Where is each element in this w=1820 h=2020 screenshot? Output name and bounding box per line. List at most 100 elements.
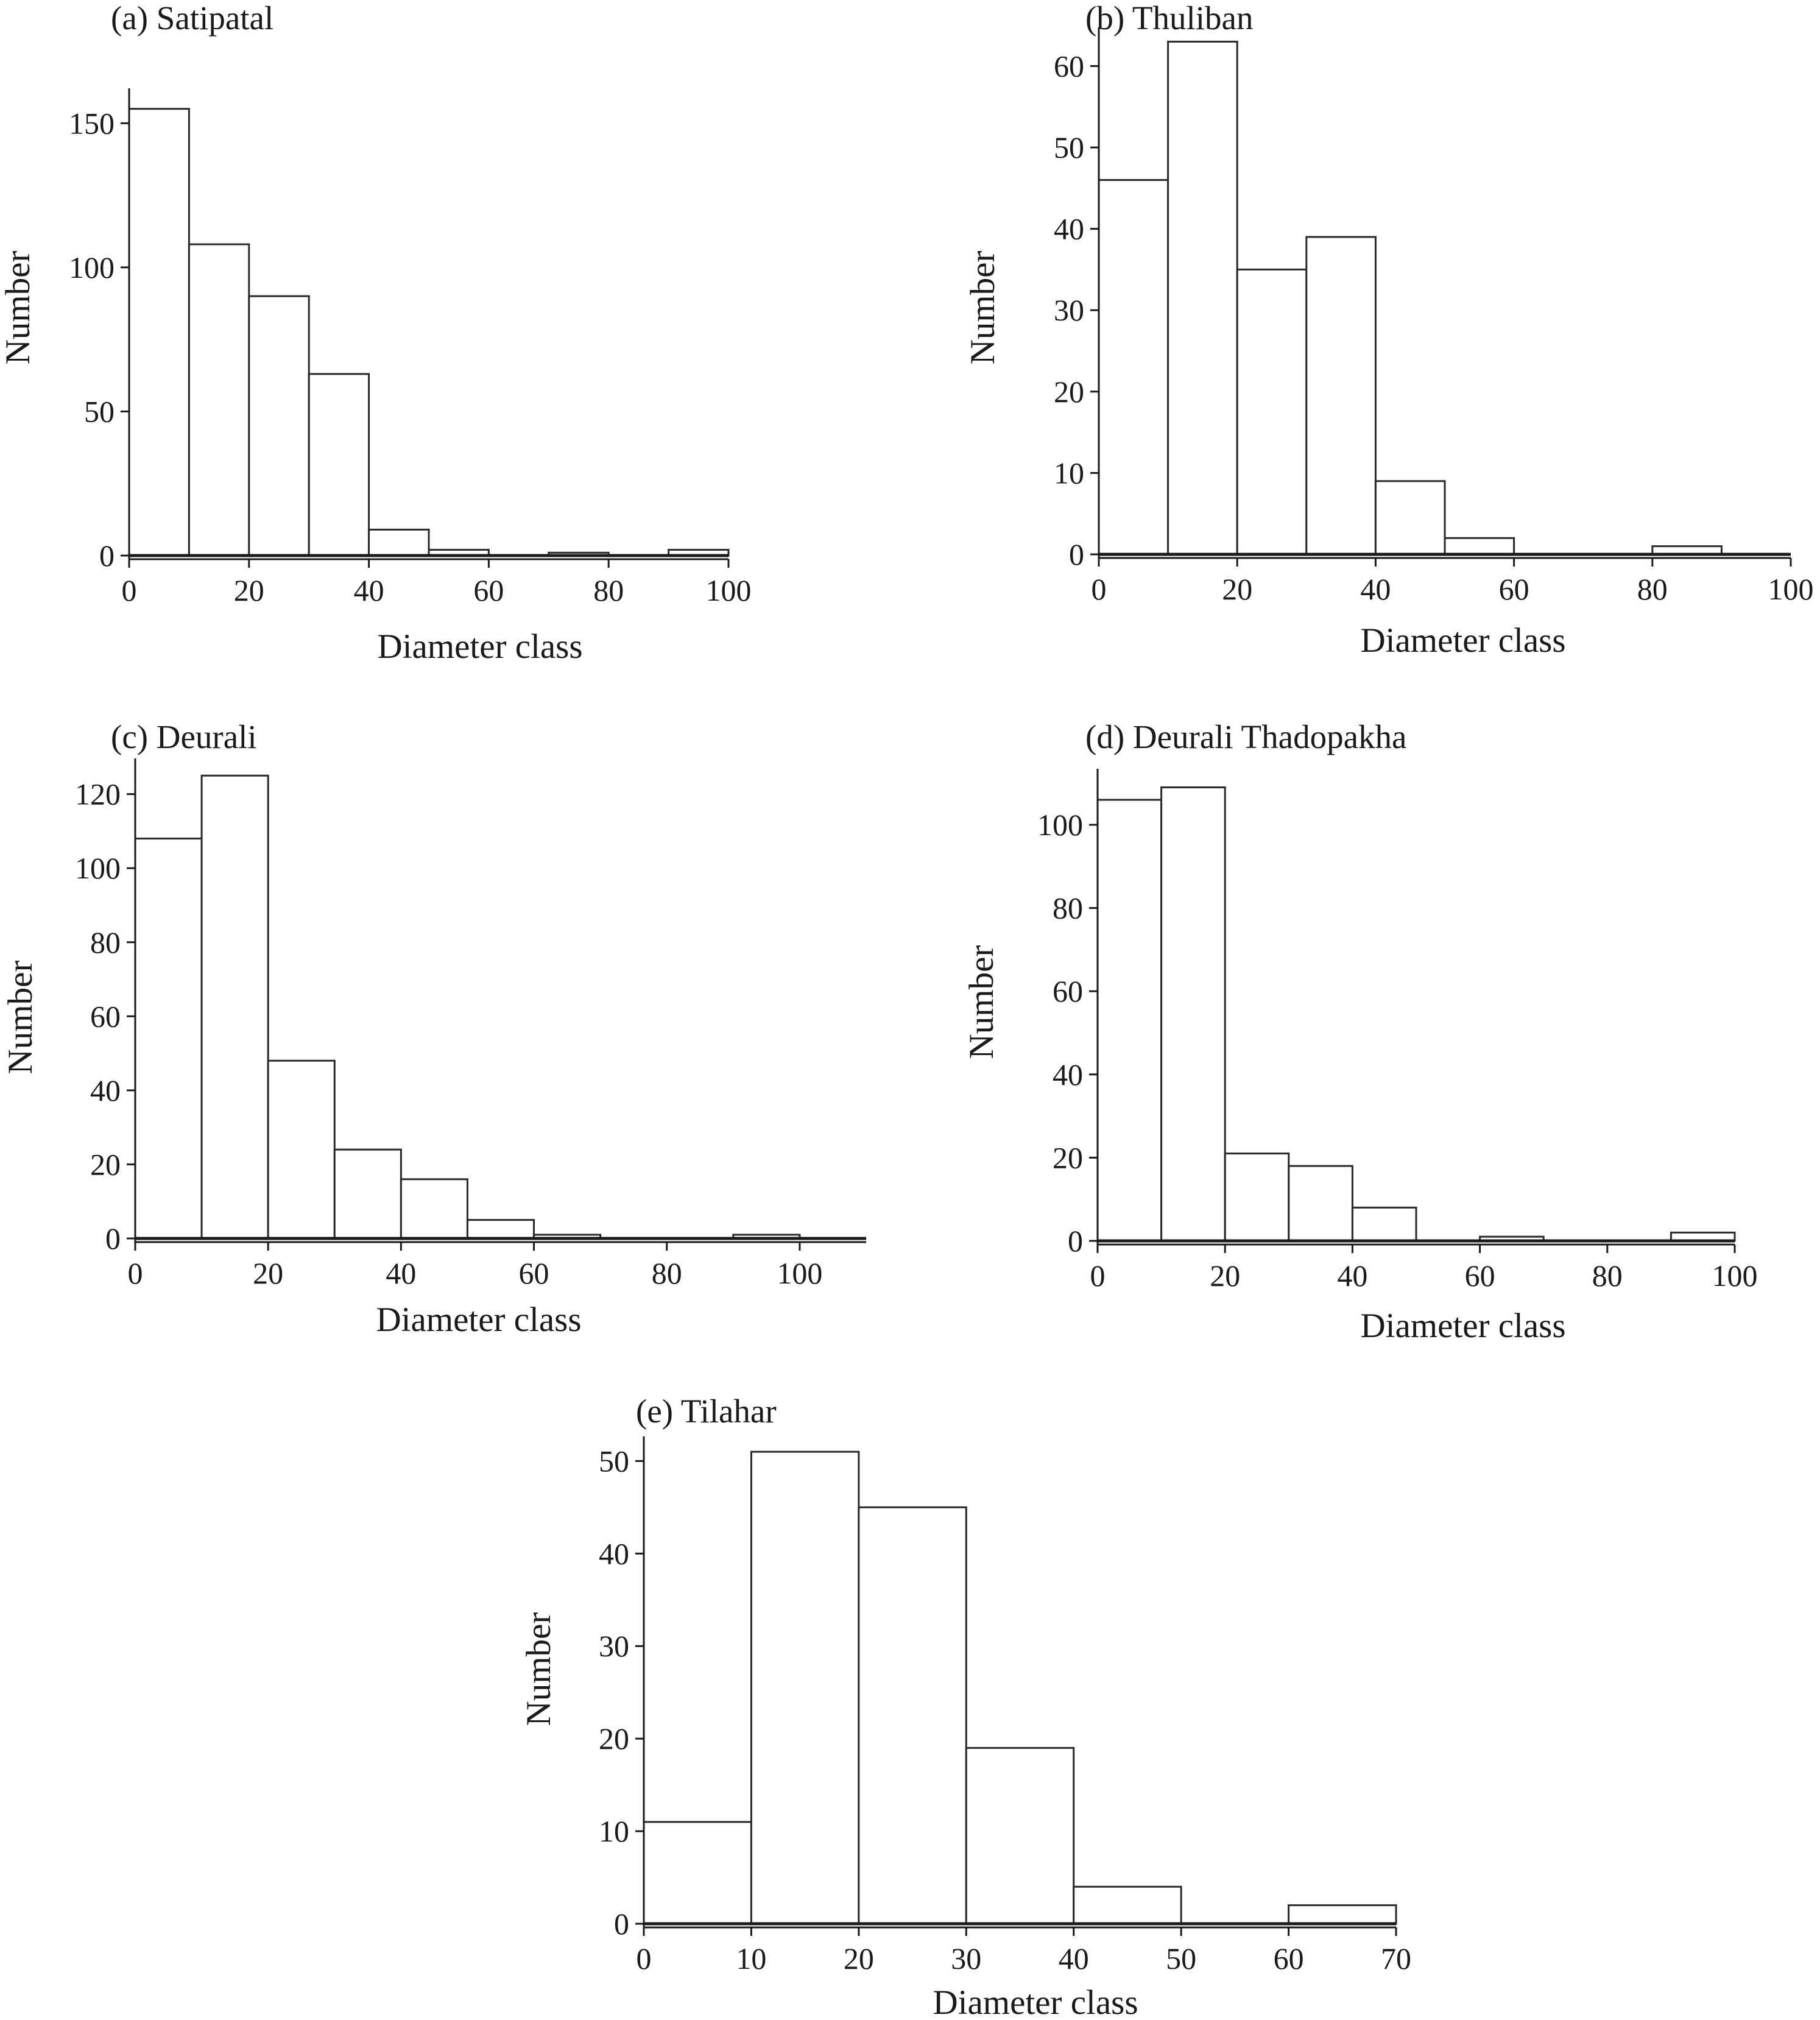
- histogram-bar: [267, 1059, 336, 1240]
- y-tick-label: 150: [69, 106, 115, 140]
- y-tick-label: 80: [1053, 891, 1083, 925]
- x-axis-label: Diameter class: [1360, 621, 1565, 660]
- y-axis-label: Number: [964, 251, 1002, 365]
- panel-title: (c) Deurali: [111, 718, 257, 755]
- y-tick-label: 60: [1054, 49, 1084, 83]
- y-tick-label: 60: [1053, 974, 1083, 1008]
- x-tick-label: 80: [1637, 572, 1668, 606]
- histogram-bar: [1224, 1153, 1290, 1242]
- y-tick-label: 30: [1054, 293, 1084, 327]
- histogram-bar: [466, 1219, 535, 1240]
- y-tick-label: 100: [1037, 808, 1083, 842]
- y-tick-label: 60: [90, 999, 121, 1033]
- x-tick-label: 10: [736, 1941, 766, 1976]
- x-tick-label: 20: [844, 1941, 874, 1976]
- histogram-bar: [188, 243, 250, 557]
- x-tick-label: 100: [1768, 572, 1814, 606]
- x-tick-label: 50: [1166, 1941, 1196, 1976]
- histogram-bar: [1305, 236, 1377, 556]
- x-tick-label: 0: [637, 1941, 652, 1976]
- histogram-bar: [128, 108, 190, 557]
- histogram-bar: [248, 295, 310, 557]
- y-tick-label: 0: [99, 539, 115, 573]
- panel-a: (a) Satipatal Number Diameter class: [0, 0, 583, 666]
- x-tick-label: 0: [1092, 572, 1107, 606]
- x-tick-label: 60: [473, 573, 504, 607]
- x-tick-label: 100: [777, 1256, 822, 1290]
- histogram-bar: [750, 1450, 860, 1925]
- x-tick-label: 0: [122, 573, 137, 607]
- histogram-bar: [1073, 1885, 1182, 1925]
- panel-b: (b) Thuliban Number Diameter class: [964, 0, 1566, 660]
- y-tick-label: 0: [1068, 1224, 1083, 1258]
- x-tick-label: 100: [706, 573, 752, 607]
- x-tick-label: 20: [1210, 1259, 1240, 1293]
- y-tick-label: 20: [1053, 1140, 1083, 1174]
- y-tick-label: 0: [1069, 537, 1084, 571]
- x-tick-label: 80: [652, 1256, 682, 1290]
- x-tick-label: 0: [1090, 1259, 1106, 1293]
- y-tick-label: 30: [599, 1629, 629, 1663]
- histogram-bar: [1288, 1165, 1353, 1242]
- x-tick-label: 40: [1360, 572, 1391, 606]
- histogram-bar: [400, 1178, 468, 1240]
- y-tick-label: 20: [599, 1722, 629, 1756]
- x-tick-label: 60: [1499, 572, 1529, 606]
- histogram-bar: [1098, 178, 1169, 556]
- x-axis-label: Diameter class: [377, 627, 582, 666]
- histogram-bar: [1444, 537, 1515, 556]
- x-tick-label: 80: [1592, 1259, 1623, 1293]
- histogram-bar: [965, 1746, 1075, 1925]
- panel-d: (d) Deurali Thadopakha Number Diameter c…: [962, 718, 1566, 1345]
- histogram-plot: 0 20 40 60 80 100 0 20 40 60 80 100 120: [75, 758, 866, 1290]
- x-tick-label: 60: [1274, 1941, 1304, 1976]
- histogram-plot: 0 20 40 60 80 100 0 50 100 150: [69, 88, 752, 607]
- histogram-bar: [1288, 1904, 1397, 1925]
- panel-title: (b) Thuliban: [1085, 0, 1253, 37]
- y-tick-label: 10: [599, 1814, 629, 1848]
- x-tick-label: 0: [128, 1256, 143, 1290]
- x-tick-label: 40: [1059, 1941, 1089, 1976]
- histogram-bar: [200, 774, 269, 1240]
- y-tick-label: 50: [599, 1444, 629, 1478]
- x-tick-label: 40: [386, 1256, 416, 1290]
- y-tick-label: 40: [599, 1536, 629, 1570]
- x-tick-label: 40: [1337, 1259, 1367, 1293]
- histogram-plot: 0 20 40 60 80 100 0 10 20 30 40 50 60: [1054, 27, 1814, 606]
- histogram-plot: 0 10 20 30 40 50 60 70 0 10 20 30 40 50: [599, 1436, 1411, 1976]
- x-tick-label: 30: [951, 1941, 981, 1976]
- y-tick-label: 20: [90, 1147, 121, 1181]
- x-axis-label: Diameter class: [376, 1301, 581, 1339]
- histogram-bar: [643, 1821, 752, 1925]
- histogram-bar: [333, 1148, 402, 1240]
- histogram-bar: [1096, 799, 1163, 1242]
- x-tick-label: 100: [1712, 1259, 1758, 1293]
- y-tick-label: 40: [90, 1073, 121, 1107]
- histogram-bar: [134, 838, 203, 1240]
- panel-title: (d) Deurali Thadopakha: [1085, 718, 1406, 755]
- x-tick-label: 60: [519, 1256, 549, 1290]
- histogram-bar: [368, 528, 430, 557]
- x-tick-label: 60: [1465, 1259, 1495, 1293]
- x-tick-label: 20: [1222, 572, 1252, 606]
- x-axis-label: Diameter class: [933, 1983, 1138, 2020]
- y-tick-label: 0: [614, 1907, 629, 1941]
- y-tick-label: 20: [1054, 375, 1084, 409]
- panel-title: (a) Satipatal: [111, 0, 273, 37]
- y-tick-label: 100: [69, 250, 115, 284]
- x-tick-label: 70: [1381, 1941, 1411, 1976]
- histogram-bar: [1167, 40, 1238, 556]
- panel-e: (e) Tilahar Number Diameter class: [520, 1393, 1138, 2020]
- y-axis-label: Number: [520, 1612, 558, 1726]
- histogram-bar: [1374, 480, 1446, 556]
- histogram-bar: [1160, 786, 1226, 1242]
- y-tick-label: 100: [75, 851, 121, 885]
- histogram-bar: [1236, 268, 1308, 556]
- y-tick-label: 0: [105, 1221, 121, 1255]
- x-tick-label: 40: [354, 573, 384, 607]
- y-tick-label: 50: [1054, 130, 1084, 164]
- panel-title: (e) Tilahar: [636, 1393, 777, 1430]
- y-tick-label: 120: [75, 777, 121, 811]
- histogram-plot: 0 20 40 60 80 100 0 20 40 60 80 100: [1037, 769, 1758, 1293]
